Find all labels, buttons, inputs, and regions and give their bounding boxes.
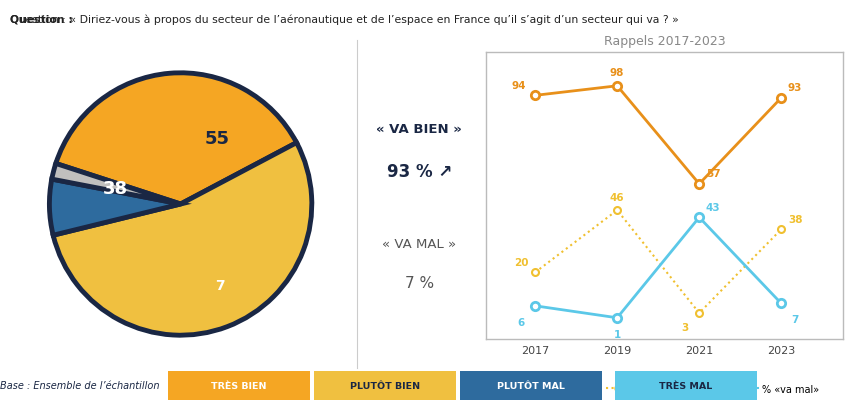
Text: PLUTÔT MAL: PLUTÔT MAL	[497, 381, 565, 390]
Text: 98: 98	[610, 68, 624, 78]
Text: 94: 94	[511, 81, 525, 90]
Text: 57: 57	[706, 169, 721, 179]
FancyBboxPatch shape	[460, 371, 602, 400]
Text: Question : « Diriez-vous à propos du secteur de l’aéronautique et de l’espace en: Question : « Diriez-vous à propos du sec…	[10, 14, 679, 25]
Text: TRÈS BIEN: TRÈS BIEN	[211, 381, 267, 390]
Text: 38: 38	[788, 214, 802, 224]
Text: Base : Ensemble de l’échantillon: Base : Ensemble de l’échantillon	[0, 380, 159, 391]
Wedge shape	[53, 143, 312, 335]
Text: Question :: Question :	[10, 14, 73, 24]
Text: « VA MAL »: « VA MAL »	[382, 237, 457, 250]
Text: TRÈS MAL: TRÈS MAL	[660, 381, 712, 390]
Text: 6: 6	[518, 317, 525, 327]
Text: 7: 7	[215, 279, 224, 292]
FancyBboxPatch shape	[314, 371, 456, 400]
Text: 20: 20	[514, 257, 529, 267]
Wedge shape	[49, 180, 181, 236]
Text: 46: 46	[610, 192, 624, 202]
Text: 7 %: 7 %	[405, 276, 433, 290]
FancyBboxPatch shape	[168, 371, 310, 400]
Text: 1: 1	[613, 329, 621, 339]
Legend: % «va bien», % dont «tres bien», % «va mal»: % «va bien», % dont «tres bien», % «va m…	[506, 380, 823, 398]
Wedge shape	[56, 74, 297, 204]
Wedge shape	[52, 164, 181, 204]
Title: Rappels 2017-2023: Rappels 2017-2023	[604, 35, 725, 48]
Text: 38: 38	[102, 180, 127, 198]
Text: 55: 55	[205, 130, 230, 148]
Text: PLUTÔT BIEN: PLUTÔT BIEN	[350, 381, 420, 390]
FancyBboxPatch shape	[615, 371, 757, 400]
Text: 93: 93	[788, 83, 802, 93]
Text: 93 % ↗: 93 % ↗	[387, 163, 452, 181]
Text: 7: 7	[791, 315, 799, 324]
Text: « VA BIEN »: « VA BIEN »	[377, 123, 462, 136]
Text: 3: 3	[682, 323, 689, 333]
Text: 43: 43	[706, 202, 721, 212]
